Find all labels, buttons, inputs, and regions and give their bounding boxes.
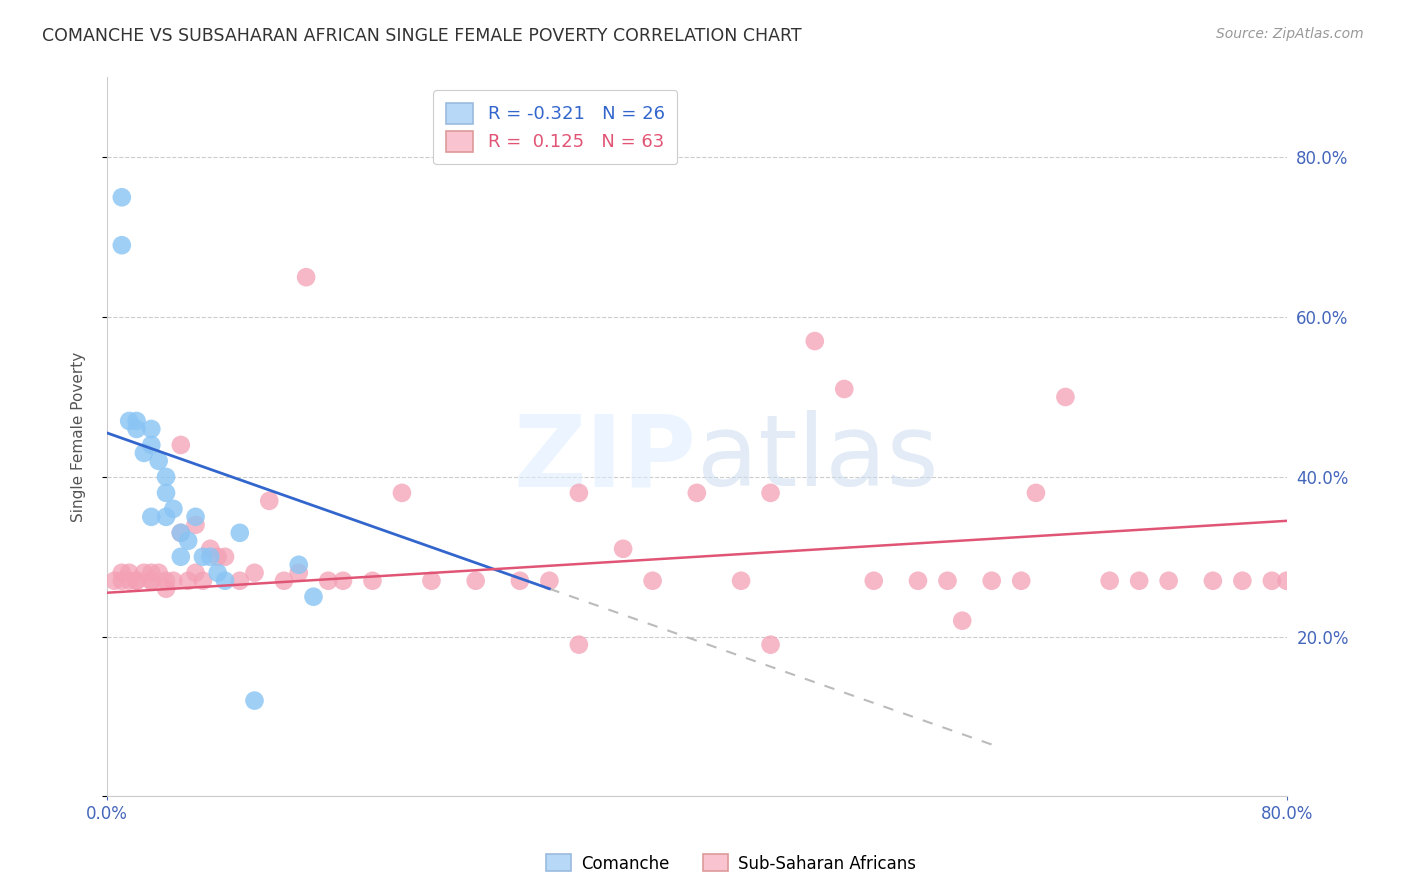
Point xyxy=(177,574,200,588)
Point xyxy=(132,446,155,460)
Point xyxy=(229,574,252,588)
Point xyxy=(759,486,782,500)
Y-axis label: Single Female Poverty: Single Female Poverty xyxy=(72,351,86,522)
Point xyxy=(191,549,214,564)
Point xyxy=(125,422,148,436)
Point xyxy=(184,517,207,532)
Point xyxy=(214,549,236,564)
Point xyxy=(759,638,782,652)
Point xyxy=(214,574,236,588)
Point xyxy=(229,525,252,540)
Point xyxy=(1128,574,1150,588)
Point xyxy=(295,270,318,285)
Point xyxy=(118,414,141,428)
Point xyxy=(148,566,170,580)
Point xyxy=(804,334,827,348)
Point xyxy=(287,566,309,580)
Point xyxy=(162,574,184,588)
Legend: Comanche, Sub-Saharan Africans: Comanche, Sub-Saharan Africans xyxy=(540,847,922,880)
Point xyxy=(1232,574,1254,588)
Text: Source: ZipAtlas.com: Source: ZipAtlas.com xyxy=(1216,27,1364,41)
Point xyxy=(332,574,354,588)
Point xyxy=(177,533,200,548)
Point xyxy=(141,438,163,452)
Point xyxy=(243,693,266,707)
Point xyxy=(1261,574,1284,588)
Point xyxy=(936,574,959,588)
Point xyxy=(170,525,193,540)
Point xyxy=(170,438,193,452)
Point xyxy=(1098,574,1121,588)
Point xyxy=(862,574,884,588)
Point xyxy=(1025,486,1047,500)
Point xyxy=(391,486,413,500)
Point xyxy=(287,558,309,572)
Point xyxy=(111,566,134,580)
Point xyxy=(191,574,214,588)
Point xyxy=(155,574,177,588)
Point xyxy=(170,525,193,540)
Point xyxy=(141,509,163,524)
Point xyxy=(907,574,929,588)
Point xyxy=(361,574,384,588)
Point xyxy=(111,238,134,252)
Text: COMANCHE VS SUBSAHARAN AFRICAN SINGLE FEMALE POVERTY CORRELATION CHART: COMANCHE VS SUBSAHARAN AFRICAN SINGLE FE… xyxy=(42,27,801,45)
Point xyxy=(464,574,486,588)
Point xyxy=(125,414,148,428)
Point xyxy=(950,614,973,628)
Point xyxy=(641,574,664,588)
Point xyxy=(316,574,339,588)
Point xyxy=(832,382,855,396)
Point xyxy=(1054,390,1077,404)
Point xyxy=(686,486,709,500)
Point xyxy=(141,574,163,588)
Point xyxy=(207,549,229,564)
Text: atlas: atlas xyxy=(697,410,938,507)
Point xyxy=(155,470,177,484)
Point xyxy=(125,574,148,588)
Point xyxy=(111,190,134,204)
Point xyxy=(1157,574,1180,588)
Point xyxy=(162,501,184,516)
Point xyxy=(200,541,222,556)
Point xyxy=(730,574,752,588)
Point xyxy=(207,566,229,580)
Point xyxy=(259,494,281,508)
Point xyxy=(568,638,591,652)
Point xyxy=(184,566,207,580)
Point xyxy=(1202,574,1225,588)
Point xyxy=(200,549,222,564)
Point xyxy=(420,574,443,588)
Point xyxy=(132,566,155,580)
Point xyxy=(184,509,207,524)
Point xyxy=(538,574,561,588)
Point xyxy=(155,582,177,596)
Point xyxy=(568,486,591,500)
Point xyxy=(980,574,1002,588)
Point xyxy=(509,574,531,588)
Point xyxy=(1010,574,1032,588)
Point xyxy=(141,566,163,580)
Legend: R = -0.321   N = 26, R =  0.125   N = 63: R = -0.321 N = 26, R = 0.125 N = 63 xyxy=(433,90,678,164)
Point xyxy=(118,566,141,580)
Point xyxy=(118,574,141,588)
Point xyxy=(141,574,163,588)
Point xyxy=(273,574,295,588)
Point xyxy=(170,549,193,564)
Point xyxy=(1275,574,1298,588)
Point xyxy=(141,422,163,436)
Point xyxy=(148,454,170,468)
Point xyxy=(302,590,325,604)
Point xyxy=(103,574,125,588)
Point xyxy=(155,486,177,500)
Point xyxy=(243,566,266,580)
Point xyxy=(155,509,177,524)
Point xyxy=(125,574,148,588)
Point xyxy=(612,541,634,556)
Text: ZIP: ZIP xyxy=(515,410,697,507)
Point xyxy=(111,574,134,588)
